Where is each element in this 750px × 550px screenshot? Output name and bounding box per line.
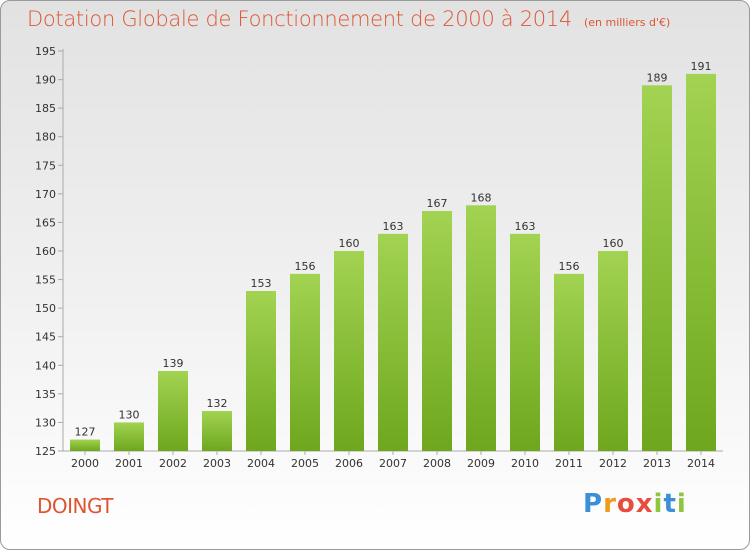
y-tick-label: 170 — [35, 188, 56, 201]
bar — [158, 371, 188, 451]
bar — [246, 291, 276, 451]
bar — [642, 85, 672, 452]
y-tick-label: 150 — [35, 302, 56, 315]
bar-value-label: 156 — [295, 260, 316, 273]
y-tick-label: 190 — [35, 74, 56, 87]
x-tick-label: 2013 — [643, 457, 671, 470]
bar — [378, 233, 408, 451]
x-tick-label: 2004 — [247, 457, 275, 470]
bar — [686, 73, 716, 451]
y-tick-label: 145 — [35, 331, 56, 344]
proxiti-logo: Proxiti — [583, 489, 687, 519]
bar-value-label: 156 — [559, 260, 580, 273]
y-tick-label: 160 — [35, 245, 56, 258]
y-tick-label: 130 — [35, 416, 56, 429]
x-tick-label: 2005 — [291, 457, 319, 470]
x-tick-label: 2002 — [159, 457, 187, 470]
x-tick-label: 2000 — [71, 457, 99, 470]
bar-value-label: 189 — [647, 71, 668, 84]
bar — [202, 411, 232, 451]
y-tick-label: 175 — [35, 159, 56, 172]
bar — [290, 273, 320, 451]
y-tick-label: 185 — [35, 102, 56, 115]
logo-letter: t — [663, 489, 677, 519]
x-tick-label: 2010 — [511, 457, 539, 470]
bar-value-label: 160 — [603, 237, 624, 250]
x-tick-label: 2006 — [335, 457, 363, 470]
logo-letter: x — [635, 489, 654, 519]
y-tick-label: 195 — [35, 45, 56, 58]
bar-value-label: 132 — [207, 397, 228, 410]
bar — [422, 211, 452, 451]
y-tick-label: 165 — [35, 216, 56, 229]
x-tick-label: 2001 — [115, 457, 143, 470]
bar — [466, 205, 496, 451]
y-tick-label: 155 — [35, 274, 56, 287]
logo-letter: i — [653, 489, 664, 519]
bar-value-label: 139 — [163, 357, 184, 370]
chart-unit-label: (en milliers d'€) — [583, 16, 671, 29]
bar — [598, 251, 628, 451]
logo-letter: o — [616, 489, 636, 519]
y-tick-label: 140 — [35, 359, 56, 372]
y-tick-label: 135 — [35, 388, 56, 401]
logo-letter: r — [603, 489, 617, 519]
bar-value-label: 168 — [471, 191, 492, 204]
bar-value-label: 153 — [251, 277, 272, 290]
x-tick-label: 2014 — [687, 457, 715, 470]
y-axis: 125 130 135 140 145 150 155 160 165 170 175 180 185 1… — [35, 45, 64, 458]
commune-name: DOINGT — [37, 494, 114, 518]
chart-title: Dotation Globale de Fonctionnement de 20… — [27, 7, 670, 31]
logo-letter: P — [583, 489, 604, 519]
bar-value-label: 160 — [339, 237, 360, 250]
x-tick-label: 2011 — [555, 457, 583, 470]
x-tick-label: 2008 — [423, 457, 451, 470]
bar — [554, 273, 584, 451]
bar-value-label: 167 — [427, 197, 448, 210]
bar-value-label: 163 — [515, 220, 536, 233]
x-tick-label: 2009 — [467, 457, 495, 470]
bar — [70, 439, 100, 451]
bar-series: 127 130 139 132 153 156 160 163 167 168 163 156 160 1… — [70, 60, 716, 452]
chart-title-text: Dotation Globale de Fonctionnement de 20… — [27, 7, 572, 31]
bar — [334, 251, 364, 451]
logo-letter: i — [676, 489, 687, 519]
y-tick-label: 180 — [35, 131, 56, 144]
bar-value-label: 191 — [691, 60, 712, 73]
bar-value-label: 130 — [119, 408, 140, 421]
bar — [114, 422, 144, 451]
x-tick-label: 2007 — [379, 457, 407, 470]
x-tick-label: 2012 — [599, 457, 627, 470]
bar — [510, 233, 540, 451]
bar-value-label: 127 — [75, 426, 96, 439]
x-tick-label: 2003 — [203, 457, 231, 470]
y-tick-label: 125 — [35, 445, 56, 458]
x-axis: 2000 2001 2002 2003 2004 2005 2006 2007 2008 2009… — [63, 450, 723, 470]
bar-value-label: 163 — [383, 220, 404, 233]
